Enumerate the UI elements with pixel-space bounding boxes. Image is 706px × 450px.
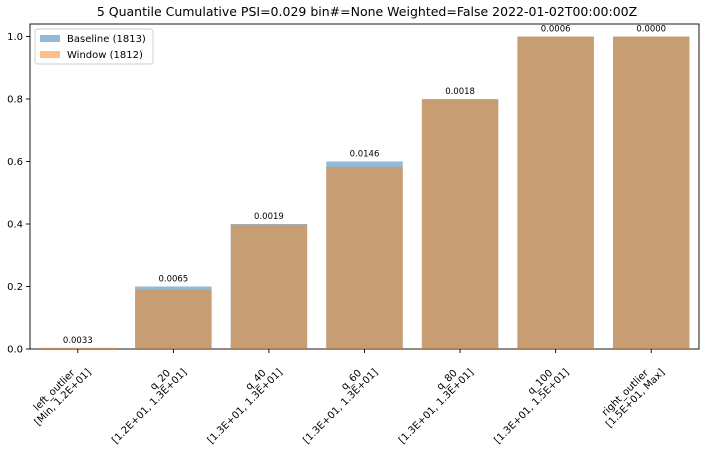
legend-entry: Window (1812) — [67, 50, 143, 61]
x-category-label: right_outlier[1.5E+01, Max] — [596, 359, 667, 430]
bar-window — [612, 36, 690, 349]
y-tick-label: 0.8 — [7, 95, 23, 106]
bar-data-label: 0.0006 — [541, 25, 571, 35]
x-category-label: q_60[1.3E+01, 1.3E+01] — [294, 359, 381, 446]
bar-window — [39, 347, 117, 349]
bar-window — [421, 99, 499, 349]
legend-frame — [34, 28, 154, 65]
legend-swatch — [40, 51, 60, 58]
y-tick-label: 0.2 — [7, 282, 23, 293]
bar-window — [517, 36, 594, 349]
y-tick-label: 0.0 — [7, 345, 23, 356]
labels-layer: 0.0033 0.0065 0.0019 0.0146 0.0018 0.0006 0.00… — [63, 25, 666, 346]
bar-window — [326, 166, 403, 349]
bar-data-label: 0.0018 — [445, 87, 475, 97]
bar-data-label: 0.0033 — [63, 336, 93, 346]
bar-window — [135, 289, 212, 349]
bar-data-label: 0.0146 — [350, 150, 380, 160]
x-category-label: left_outlier[Min, 1.2E+01] — [25, 359, 94, 428]
legend: Baseline (1813) Window (1812) — [34, 28, 154, 65]
bar-data-label: 0.0019 — [254, 212, 284, 222]
y-tick-label: 1.0 — [7, 32, 23, 43]
y-tick-label: 0.6 — [7, 157, 23, 168]
legend-swatch — [40, 35, 60, 42]
bar-data-label: 0.0000 — [636, 25, 666, 35]
x-category-label-line: [1.2E+01, 1.3E+01] — [110, 367, 189, 446]
legend-entry: Baseline (1813) — [67, 34, 146, 45]
bars-layer — [39, 36, 690, 349]
bar-window — [230, 224, 308, 349]
bar-data-label: 0.0065 — [158, 275, 188, 285]
y-tick-label: 0.4 — [7, 220, 23, 231]
x-category-label: q_40[1.3E+01, 1.3E+01] — [198, 359, 285, 446]
chart-title: 5 Quantile Cumulative PSI=0.029 bin#=Non… — [97, 4, 637, 19]
x-category-label-line: [1.3E+01, 1.3E+01] — [397, 367, 476, 446]
x-category-label: q_80[1.3E+01, 1.3E+01] — [389, 359, 476, 446]
x-category-label-line: [1.3E+01, 1.3E+01] — [206, 367, 285, 446]
x-category-label-line: [1.3E+01, 1.5E+01] — [492, 367, 571, 446]
x-category-label: q_20[1.2E+01, 1.3E+01] — [102, 359, 189, 446]
x-category-label: q_100[1.3E+01, 1.5E+01] — [485, 359, 572, 446]
x-category-label-line: [1.3E+01, 1.3E+01] — [301, 367, 380, 446]
